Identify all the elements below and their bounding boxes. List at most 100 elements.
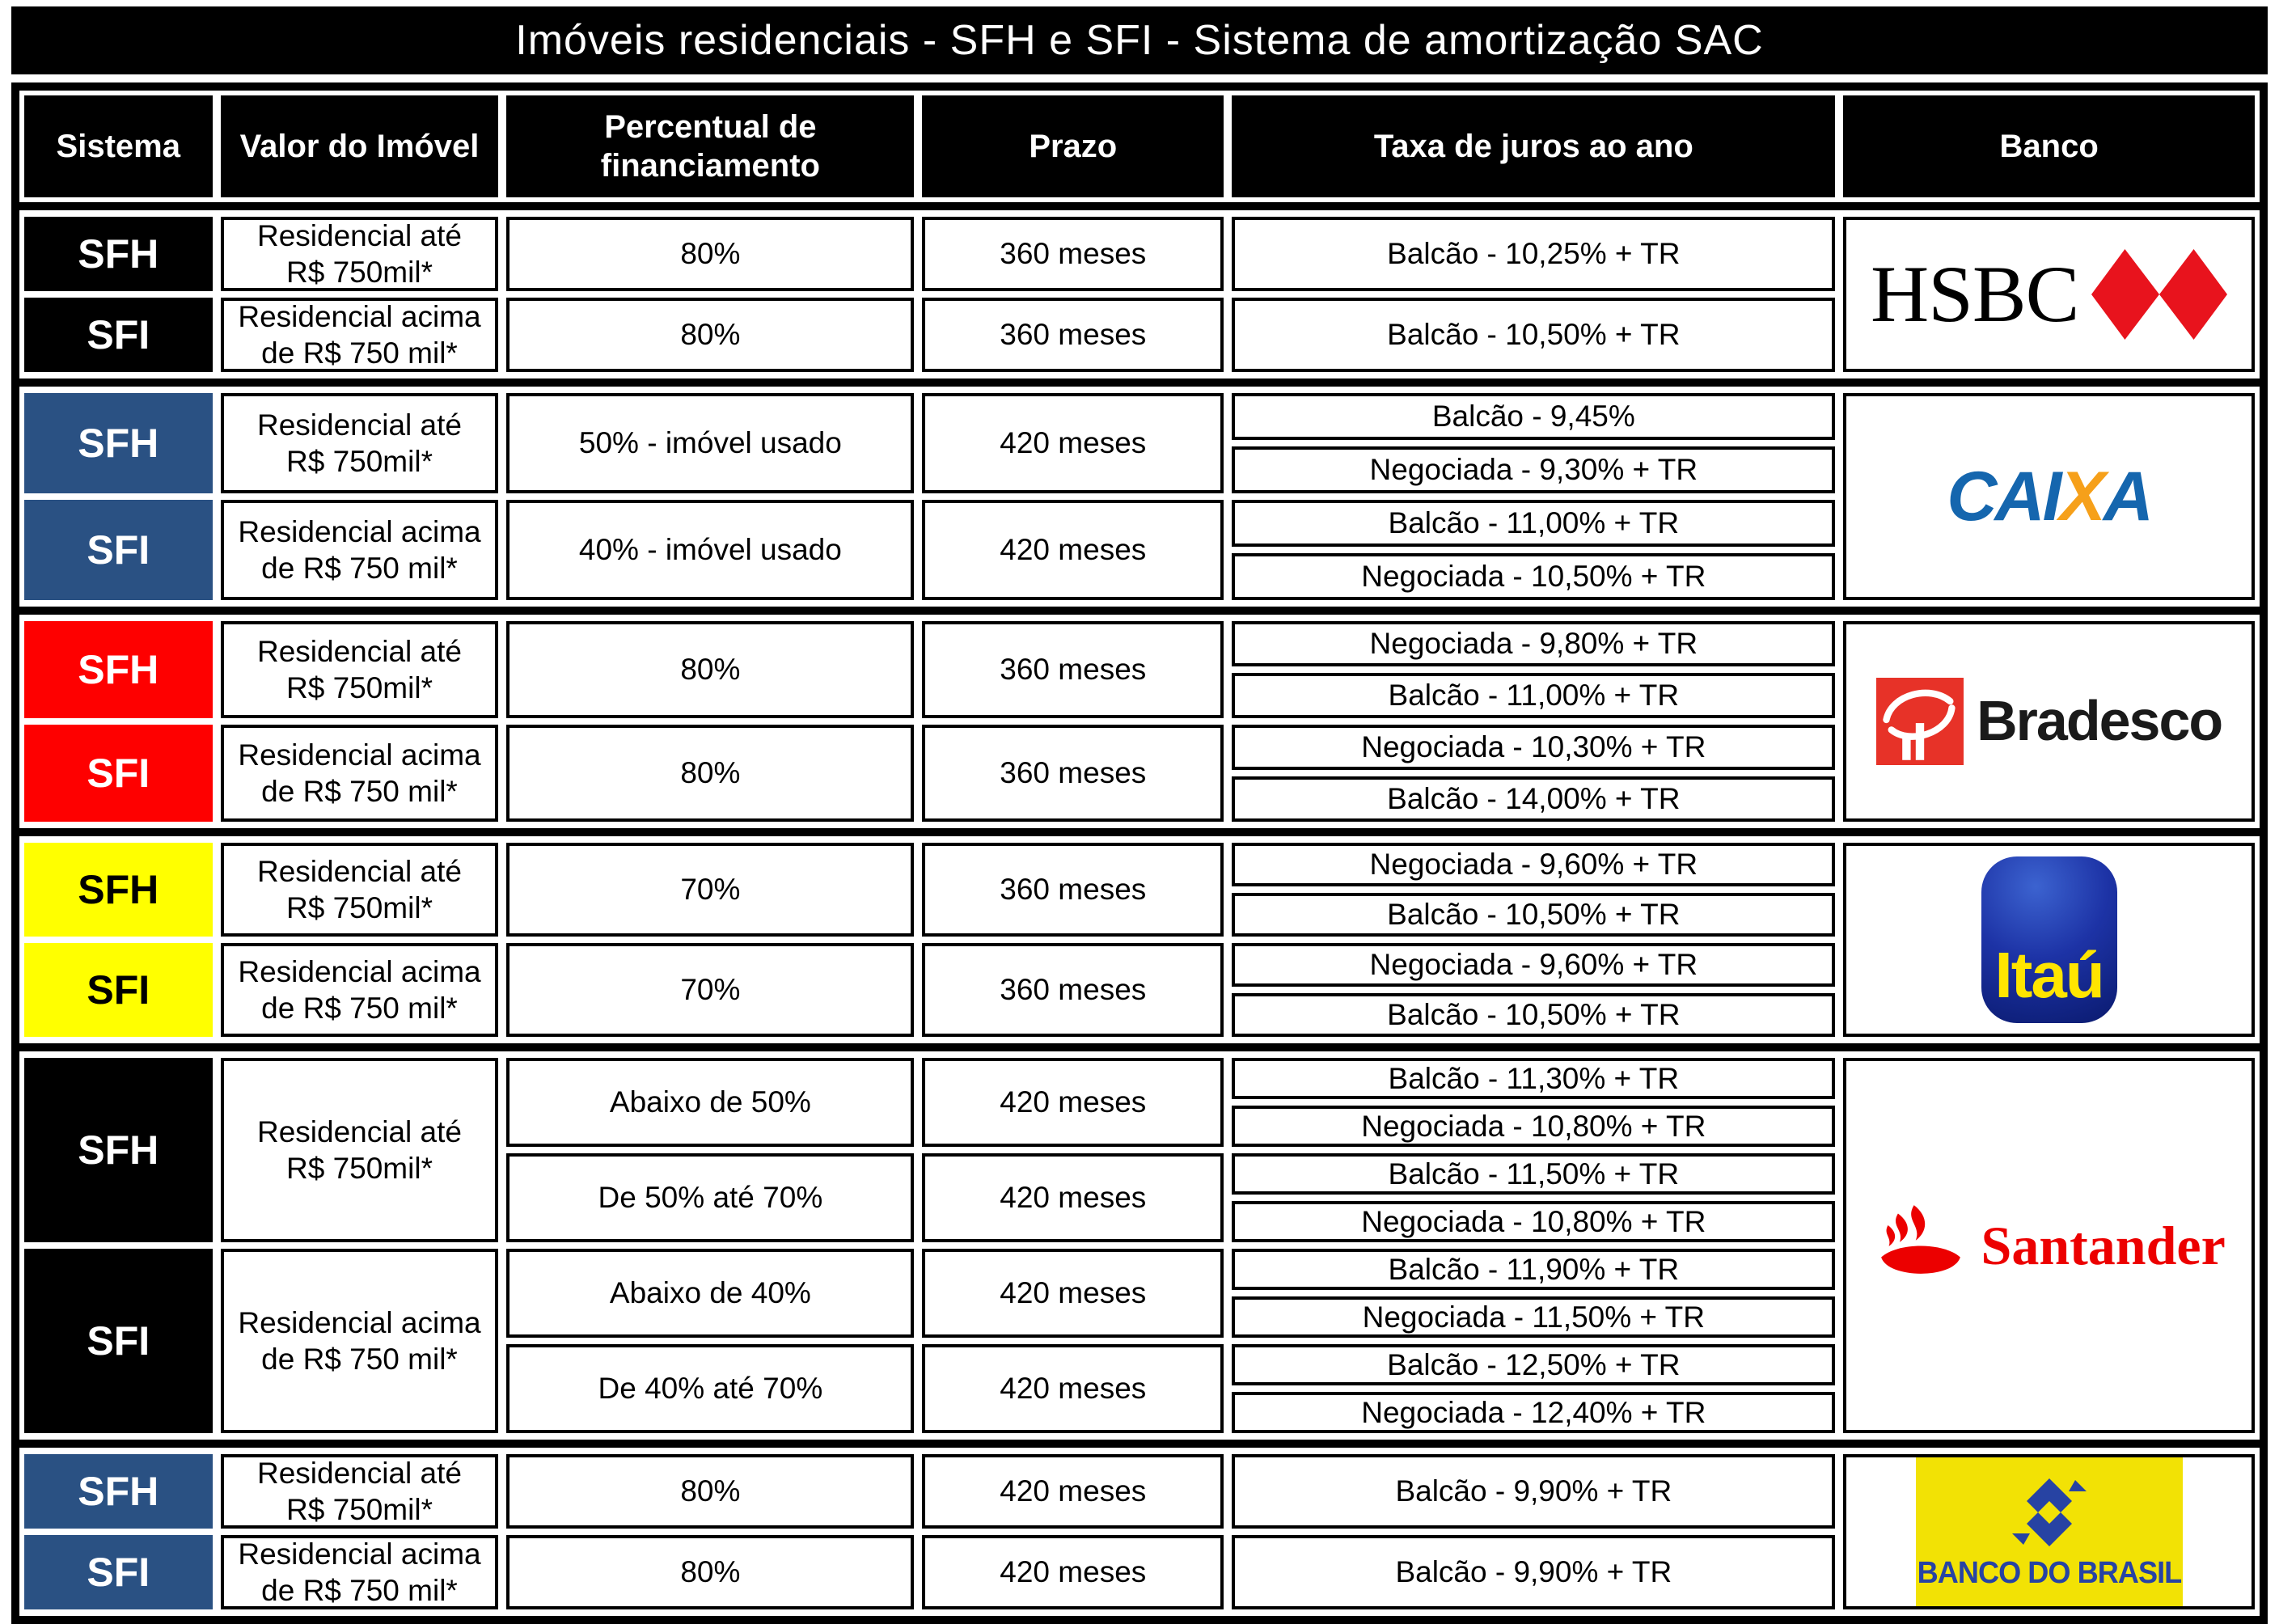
banco-logo-cell: HSBC — [1843, 217, 2255, 372]
valor-cell: Residencial até R$ 750mil* — [220, 393, 499, 493]
taxa-cell: Negociada - 10,80% + TR — [1232, 1201, 1836, 1242]
percentual-cell: Abaixo de 50% — [506, 1058, 915, 1147]
sistema-cell: SFI — [24, 725, 213, 822]
taxa-cell: Balcão - 10,50% + TR — [1232, 993, 1836, 1037]
banco-logo-cell: BANCO DO BRASIL — [1843, 1454, 2255, 1609]
prazo-cell: 420 meses — [922, 393, 1224, 493]
prazo-cell: 360 meses — [922, 725, 1224, 822]
bank-section-santander: SFH Residencial até R$ 750mil* Abaixo de 5… — [19, 1051, 2260, 1440]
header-prazo: Prazo — [922, 95, 1224, 197]
bancodobrasil-logo: BANCO DO BRASIL — [1851, 1457, 2247, 1606]
caixa-wordmark: CAIXA — [1947, 457, 2154, 535]
valor-cell: Residencial acima de R$ 750 mil* — [220, 1535, 499, 1609]
valor-cell: Residencial até R$ 750mil* — [220, 217, 499, 291]
taxa-cell: Balcão - 11,00% + TR — [1232, 500, 1836, 547]
sistema-cell: SFI — [24, 1249, 213, 1433]
bank-section-itau: SFH Residencial até R$ 750mil* 70% 360 mese… — [19, 836, 2260, 1043]
percentual-cell: 50% - imóvel usado — [506, 393, 915, 493]
prazo-cell: 360 meses — [922, 621, 1224, 718]
taxa-cell: Negociada - 9,60% + TR — [1232, 843, 1836, 886]
percentual-cell: 80% — [506, 217, 915, 291]
percentual-cell: 80% — [506, 1454, 915, 1529]
santander-flame-icon — [1880, 1205, 1960, 1274]
page-title: Imóveis residenciais - SFH e SFI - Siste… — [11, 6, 2268, 74]
section-divider — [19, 379, 2260, 387]
percentual-cell: De 50% até 70% — [506, 1153, 915, 1242]
section-divider — [19, 202, 2260, 210]
itau-logo: Itaú — [1851, 851, 2247, 1029]
bank-section-caixa: SFH Residencial até R$ 750mil* 50% - imóve… — [19, 387, 2260, 607]
prazo-cell: 420 meses — [922, 1058, 1224, 1147]
valor-cell: Residencial acima de R$ 750 mil* — [220, 500, 499, 600]
prazo-cell: 420 meses — [922, 1344, 1224, 1433]
taxa-cell: Negociada - 12,40% + TR — [1232, 1392, 1836, 1433]
header-percentual: Percentual de financiamento — [506, 95, 915, 197]
banco-logo-cell: CAIXA — [1843, 393, 2255, 600]
prazo-cell: 420 meses — [922, 1249, 1224, 1338]
sistema-cell: SFI — [24, 1535, 213, 1609]
sistema-cell: SFH — [24, 1454, 213, 1529]
bank-section-hsbc: SFH Residencial até R$ 750mil* 80% 360 mese… — [19, 210, 2260, 379]
sistema-cell: SFH — [24, 393, 213, 493]
taxa-cell: Balcão - 10,50% + TR — [1232, 893, 1836, 937]
bradesco-logo: Bradesco — [1851, 629, 2247, 814]
percentual-cell: 70% — [506, 943, 915, 1037]
sistema-cell: SFI — [24, 943, 213, 1037]
valor-cell: Residencial até R$ 750mil* — [220, 1454, 499, 1529]
prazo-cell: 420 meses — [922, 1454, 1224, 1529]
sistema-cell: SFH — [24, 217, 213, 291]
percentual-cell: 80% — [506, 621, 915, 718]
percentual-cell: 80% — [506, 298, 915, 372]
itau-badge: Itaú — [1981, 856, 2117, 1023]
prazo-cell: 360 meses — [922, 843, 1224, 937]
taxa-cell: Balcão - 9,45% — [1232, 393, 1836, 440]
valor-cell: Residencial acima de R$ 750 mil* — [220, 1249, 499, 1433]
sistema-cell: SFH — [24, 621, 213, 718]
prazo-cell: 420 meses — [922, 1153, 1224, 1242]
sistema-cell: SFH — [24, 1058, 213, 1242]
caixa-logo: CAIXA — [1851, 401, 2247, 592]
sistema-cell: SFH — [24, 843, 213, 937]
prazo-cell: 420 meses — [922, 500, 1224, 600]
percentual-cell: De 40% até 70% — [506, 1344, 915, 1433]
sistema-cell: SFI — [24, 298, 213, 372]
valor-cell: Residencial acima de R$ 750 mil* — [220, 725, 499, 822]
valor-cell: Residencial até R$ 750mil* — [220, 1058, 499, 1242]
section-divider — [19, 1440, 2260, 1448]
taxa-cell: Negociada - 9,30% + TR — [1232, 446, 1836, 493]
percentual-cell: 80% — [506, 1535, 915, 1609]
bradesco-wordmark: Bradesco — [1977, 689, 2223, 753]
percentual-cell: 40% - imóvel usado — [506, 500, 915, 600]
banco-do-brasil-wordmark: BANCO DO BRASIL — [1917, 1555, 2182, 1590]
taxa-cell: Negociada - 11,50% + TR — [1232, 1296, 1836, 1338]
valor-cell: Residencial acima de R$ 750 mil* — [220, 943, 499, 1037]
header-taxa: Taxa de juros ao ano — [1232, 95, 1836, 197]
santander-wordmark: Santander — [1981, 1214, 2226, 1276]
bank-section-bradesco: SFH Residencial até R$ 750mil* 80% 360 mese… — [19, 615, 2260, 828]
prazo-cell: 360 meses — [922, 298, 1224, 372]
header-sistema: Sistema — [24, 95, 213, 197]
taxa-cell: Negociada - 10,30% + TR — [1232, 725, 1836, 770]
table-frame: Sistema Valor do Imóvel Percentual de fi… — [11, 82, 2268, 1624]
banco-logo-cell: Itaú — [1843, 843, 2255, 1037]
santander-logo: Santander — [1851, 1066, 2247, 1425]
section-divider — [19, 828, 2260, 836]
hsbc-hexagon-icon — [2091, 249, 2228, 340]
prazo-cell: 360 meses — [922, 943, 1224, 1037]
valor-cell: Residencial até R$ 750mil* — [220, 621, 499, 718]
taxa-cell: Balcão - 10,50% + TR — [1232, 298, 1836, 372]
taxa-cell: Negociada - 10,80% + TR — [1232, 1106, 1836, 1147]
taxa-cell: Balcão - 14,00% + TR — [1232, 776, 1836, 822]
taxa-cell: Negociada - 9,80% + TR — [1232, 621, 1836, 666]
sistema-cell: SFI — [24, 500, 213, 600]
banco-do-brasil-symbol-icon — [2011, 1478, 2087, 1546]
header-banco: Banco — [1843, 95, 2255, 197]
taxa-cell: Balcão - 10,25% + TR — [1232, 217, 1836, 291]
bank-section-bancodobrasil: SFH Residencial até R$ 750mil* 80% 420 mese… — [19, 1448, 2260, 1616]
section-divider — [19, 607, 2260, 615]
bradesco-tree-icon — [1876, 678, 1964, 765]
banco-logo-cell: Bradesco — [1843, 621, 2255, 822]
table-header: Sistema Valor do Imóvel Percentual de fi… — [19, 91, 2260, 202]
taxa-cell: Balcão - 12,50% + TR — [1232, 1344, 1836, 1385]
